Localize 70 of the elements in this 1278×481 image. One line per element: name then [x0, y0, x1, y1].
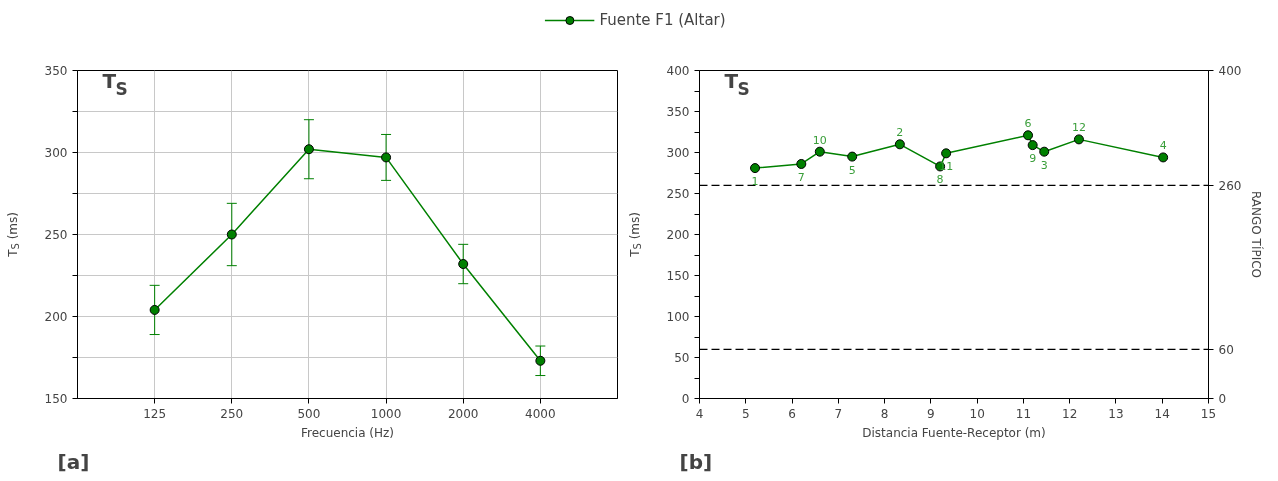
y-tick-label: 350	[44, 64, 68, 78]
annotation: 1	[751, 175, 759, 189]
point	[458, 259, 469, 270]
x-tick-label: 9	[927, 406, 935, 421]
text: [b]	[679, 449, 713, 474]
x-tick-label: 15	[1200, 406, 1217, 421]
point	[1158, 152, 1169, 163]
y-tick-label: 250	[44, 228, 68, 242]
y2-tick-label: 260	[1218, 178, 1242, 193]
point	[894, 139, 905, 150]
x-axis-title: Distancia Fuente-Receptor (m)	[862, 425, 1046, 440]
x-axis-title: Frecuencia (Hz)	[300, 425, 395, 440]
y-tick-label: 300	[666, 146, 690, 160]
x-tick-label: 4	[695, 406, 704, 421]
point	[1027, 140, 1038, 151]
point	[1039, 146, 1050, 157]
point	[226, 229, 237, 240]
point	[847, 151, 858, 162]
x-tick-label: 12	[1062, 406, 1078, 421]
point	[149, 304, 160, 315]
x-tick-label: 2000	[447, 406, 479, 421]
x-tick-label: 5	[741, 406, 750, 421]
annotation: 10	[812, 133, 827, 147]
x-tick-label: 13	[1108, 406, 1124, 421]
y-tick-label: 400	[666, 64, 690, 78]
y-tick-label: 50	[674, 351, 690, 365]
x-tick-label: 11	[1015, 406, 1032, 421]
point	[941, 148, 952, 159]
x-tick-label: 500	[297, 406, 321, 421]
annotation: 3	[1040, 158, 1048, 172]
x-tick-label: 8	[880, 406, 889, 421]
annotation: 9	[1029, 152, 1037, 166]
x-tick-label: 4000	[525, 406, 556, 421]
x-tick-label: 6	[788, 406, 796, 421]
y-tick-label: 250	[666, 187, 690, 201]
y-tick-label: 150	[44, 392, 68, 406]
point	[303, 144, 314, 155]
point	[796, 158, 807, 169]
annotation: 7	[797, 170, 805, 184]
y2-tick-label: 400	[1218, 64, 1242, 78]
y2-axis-title: RANGO TÍPICO	[1249, 190, 1265, 279]
y2-tick-label: 60	[1218, 342, 1234, 357]
point	[1023, 130, 1034, 141]
y-tick-label: 150	[666, 269, 690, 283]
point	[814, 146, 825, 157]
x-tick-label: 1000	[370, 406, 402, 421]
point	[535, 355, 546, 366]
point	[1073, 134, 1084, 145]
y2-tick-label: 0	[1218, 392, 1227, 406]
x-tick-label: 10	[969, 406, 985, 421]
y-tick-label: 200	[666, 228, 690, 242]
x-tick-label: 7	[834, 406, 843, 421]
x-tick-label: 125	[143, 406, 167, 421]
legend-label: Fuente F1 (Altar)	[599, 11, 726, 29]
annotation: 4	[1159, 139, 1167, 153]
y-tick-label: 350	[666, 105, 690, 119]
x-tick-label: 14	[1154, 406, 1170, 421]
annotation: 2	[896, 126, 904, 140]
y-tick-label: 200	[44, 310, 68, 324]
x-tick-label: 250	[220, 406, 244, 421]
annotation: 6	[1024, 117, 1032, 131]
y-tick-label: 300	[44, 146, 68, 160]
point	[381, 152, 392, 163]
annotation: 12	[1071, 121, 1086, 135]
text: [a]	[57, 449, 90, 474]
point	[750, 163, 761, 174]
annotation: 8	[936, 173, 944, 187]
y-tick-label: 0	[681, 392, 690, 406]
y-tick-label: 100	[666, 310, 690, 324]
annotation: 5	[848, 163, 856, 177]
